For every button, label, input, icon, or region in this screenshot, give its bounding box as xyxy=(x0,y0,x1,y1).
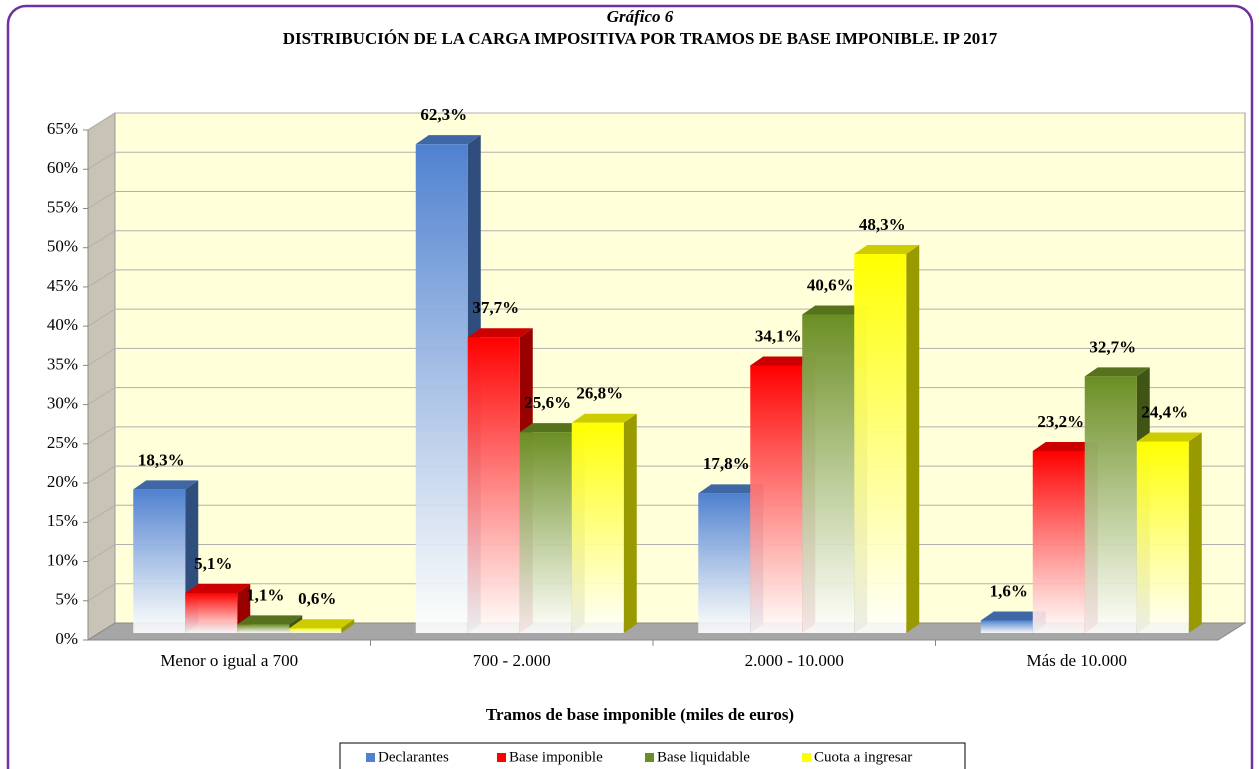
data-label: 48,3% xyxy=(859,215,906,234)
y-tick-label: 35% xyxy=(47,354,78,373)
y-tick-label: 45% xyxy=(47,276,78,295)
bar xyxy=(519,432,572,633)
bar-side xyxy=(906,245,920,633)
x-axis-label: Tramos de base imponible (miles de euros… xyxy=(486,705,794,724)
bar xyxy=(185,592,238,633)
data-label: 40,6% xyxy=(807,275,854,294)
bar-top xyxy=(185,583,251,593)
bar-top xyxy=(980,611,1046,621)
y-tick-label: 50% xyxy=(47,237,78,256)
bar-top xyxy=(854,245,920,255)
legend-label: Cuota a ingresar xyxy=(814,749,912,765)
grid-line xyxy=(87,190,1245,209)
y-tick-label: 65% xyxy=(47,119,78,138)
bar-top xyxy=(467,328,533,338)
data-label: 37,7% xyxy=(472,298,519,317)
bar xyxy=(854,254,907,633)
bar-top xyxy=(415,135,481,145)
legend-label: Declarantes xyxy=(378,749,449,765)
chart-title: Gráfico 6 xyxy=(607,7,674,26)
legend-label: Base liquidable xyxy=(657,749,750,765)
bar xyxy=(467,337,520,633)
side-wall xyxy=(87,112,116,641)
bar-top xyxy=(237,615,303,625)
grid-line xyxy=(87,151,1245,170)
legend-marker xyxy=(497,753,506,762)
legend-marker xyxy=(802,753,811,762)
data-label: 25,6% xyxy=(524,393,571,412)
y-tick-label: 15% xyxy=(47,511,78,530)
bar-top xyxy=(698,484,764,494)
data-label: 17,8% xyxy=(703,454,750,473)
bar-top xyxy=(519,423,585,433)
bar-top xyxy=(289,619,355,629)
bar xyxy=(133,489,186,633)
data-label: 1,1% xyxy=(246,585,284,604)
data-label: 62,3% xyxy=(420,105,467,124)
y-tick-label: 60% xyxy=(47,158,78,177)
bar-side xyxy=(1188,432,1202,633)
x-tick-label: Menor o igual a 700 xyxy=(160,651,298,670)
bar-side xyxy=(623,413,637,633)
legend-marker xyxy=(366,753,375,762)
y-tick-label: 5% xyxy=(55,590,78,609)
y-tick-label: 55% xyxy=(47,197,78,216)
bar xyxy=(1032,450,1085,633)
bar xyxy=(237,624,290,633)
y-tick-label: 25% xyxy=(47,433,78,452)
bar xyxy=(750,365,803,633)
bar-top xyxy=(802,305,868,315)
data-label: 32,7% xyxy=(1089,337,1136,356)
y-tick-label: 20% xyxy=(47,472,78,491)
data-label: 34,1% xyxy=(755,326,802,345)
data-label: 23,2% xyxy=(1037,412,1084,431)
data-label: 1,6% xyxy=(990,581,1028,600)
legend-label: Base imponible xyxy=(509,749,603,765)
bar xyxy=(1136,441,1189,633)
data-label: 26,8% xyxy=(576,384,623,403)
bar-top xyxy=(133,480,199,490)
data-label: 0,6% xyxy=(298,589,336,608)
bar-top xyxy=(1032,441,1098,451)
x-tick-label: 2.000 - 10.000 xyxy=(745,651,844,670)
bar xyxy=(1084,376,1137,633)
legend-marker xyxy=(645,753,654,762)
bar xyxy=(571,422,624,633)
y-tick-label: 0% xyxy=(55,629,78,648)
x-tick-label: 700 - 2.000 xyxy=(473,651,551,670)
bar xyxy=(698,493,751,633)
grid-line xyxy=(87,112,1245,131)
bar xyxy=(980,620,1033,633)
y-tick-label: 40% xyxy=(47,315,78,334)
x-tick-label: Más de 10.000 xyxy=(1026,651,1127,670)
data-label: 24,4% xyxy=(1141,402,1188,421)
legend xyxy=(339,742,966,769)
bar xyxy=(802,314,855,633)
bar-top xyxy=(1136,432,1202,442)
data-label: 5,1% xyxy=(194,554,232,573)
grid-line xyxy=(87,230,1245,249)
data-label: 18,3% xyxy=(138,450,185,469)
bar-top xyxy=(571,413,637,423)
chart-subtitle: DISTRIBUCIÓN DE LA CARGA IMPOSITIVA POR … xyxy=(283,29,998,48)
bar xyxy=(415,144,468,633)
bar-side xyxy=(341,619,355,633)
y-tick-label: 10% xyxy=(47,550,78,569)
y-tick-label: 30% xyxy=(47,394,78,413)
bar-top xyxy=(1084,367,1150,377)
bar xyxy=(289,628,342,633)
bar-top xyxy=(750,356,816,366)
